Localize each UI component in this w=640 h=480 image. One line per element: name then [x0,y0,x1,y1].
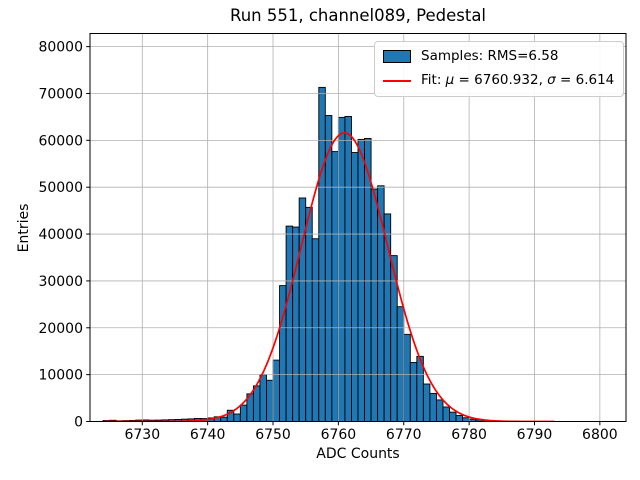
x-tick-label: 6730 [124,427,160,443]
legend-samples-label: Samples: RMS=6.58 [421,48,559,64]
legend-fit-label: Fit: μ = 6760.932, σ = 6.614 [421,72,615,88]
legend-entry-samples: Samples: RMS=6.58 [383,47,614,66]
histogram-bar [324,115,333,422]
histogram-bar [311,238,320,422]
histogram-bar [272,359,281,422]
plot-frame [89,33,627,422]
histogram-bar [435,399,444,422]
histogram-bar [396,306,405,422]
histogram-bar [351,152,359,422]
histogram-bar [285,225,294,422]
histogram-bar [449,411,457,422]
x-tick-label: 6790 [517,427,553,443]
histogram-bars [102,86,496,422]
histogram-bar [409,362,418,422]
legend-samples-handle [383,50,411,63]
histogram-bar [318,86,326,422]
histogram-bar [429,392,437,422]
histogram-bar [422,383,431,422]
histogram-bar [442,406,450,422]
x-tick-label: 6760 [321,427,357,443]
histogram-bar [403,333,411,422]
y-tick-label: 10000 [38,368,83,384]
legend-samples-swatch [383,50,411,63]
x-tick-label: 6750 [255,427,291,443]
chart-title: Run 551, channel089, Pedestal [229,6,487,25]
y-tick-label: 60000 [38,133,83,149]
y-tick-label: 80000 [38,40,83,56]
legend-fit-handle [383,79,411,82]
y-tick-label: 50000 [38,180,83,196]
histogram-bar [455,414,464,422]
y-tick-label: 20000 [38,321,83,337]
x-tick-label: 6740 [190,427,226,443]
histogram-bar [370,188,379,422]
histogram-bar [331,151,339,422]
histogram-bar [252,385,261,422]
y-tick-label: 70000 [38,86,83,102]
x-tick-label: 6780 [451,427,487,443]
x-axis-label: ADC Counts [316,446,400,462]
histogram-bar [305,206,313,422]
legend-fit-line [383,79,411,82]
x-tick-label: 6770 [386,427,422,443]
tick-marks [86,46,601,426]
histogram-bar [357,138,365,422]
x-tick-label: 6800 [582,427,618,443]
histogram-bar [220,416,228,422]
histogram-bar [266,379,274,422]
histogram-bar [462,417,470,422]
histogram-bar [344,115,352,422]
y-tick-label: 40000 [38,227,83,243]
y-axis-label: Entries [16,203,32,253]
histogram-bar [259,374,267,422]
histogram-bar [233,413,241,422]
legend-entry-fit: Fit: μ = 6760.932, σ = 6.614 [383,71,614,90]
y-tick-label: 0 [74,415,83,431]
legend: Samples: RMS=6.58 Fit: μ = 6760.932, σ =… [374,41,625,97]
y-tick-label: 30000 [38,274,83,290]
histogram-bar [337,116,346,422]
tick-labels: 6730 6740 6750 6760 6770 6780 6790 6800 0 10000 20… [38,40,617,443]
histogram-bar [239,404,248,422]
